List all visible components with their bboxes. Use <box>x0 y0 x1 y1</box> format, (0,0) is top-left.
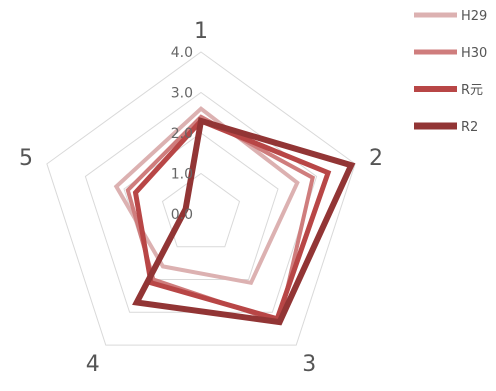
tick-label: 0.0 <box>171 207 193 223</box>
tick-label: 4.0 <box>171 45 193 61</box>
grid-ring-1 <box>161 172 241 248</box>
axis-label-3: 3 <box>302 352 316 377</box>
legend-label-H29: H29 <box>461 9 487 24</box>
radar-series <box>113 106 356 326</box>
axis-label-5: 5 <box>19 146 33 171</box>
legend-label-R2: R2 <box>461 120 478 135</box>
series-line-R元 <box>132 117 332 322</box>
axis-label-2: 2 <box>369 146 383 171</box>
axis-label-1: 1 <box>194 19 208 44</box>
tick-label: 2.0 <box>171 126 193 142</box>
tick-label: 3.0 <box>171 86 193 102</box>
tick-label: 1.0 <box>171 167 193 183</box>
legend-label-R元: R元 <box>461 83 483 98</box>
legend-label-H30: H30 <box>461 46 487 61</box>
grid-ring-4 <box>46 51 356 346</box>
series-line-H29 <box>113 106 300 286</box>
radar-labels: 0.0 1.0 2.0 3.0 4.01 2 3 4 5 <box>19 19 383 377</box>
chart-legend: H29 H30 R元 R2 <box>414 9 487 135</box>
series-line-R2 <box>132 117 356 326</box>
axis-label-4: 4 <box>86 352 100 377</box>
